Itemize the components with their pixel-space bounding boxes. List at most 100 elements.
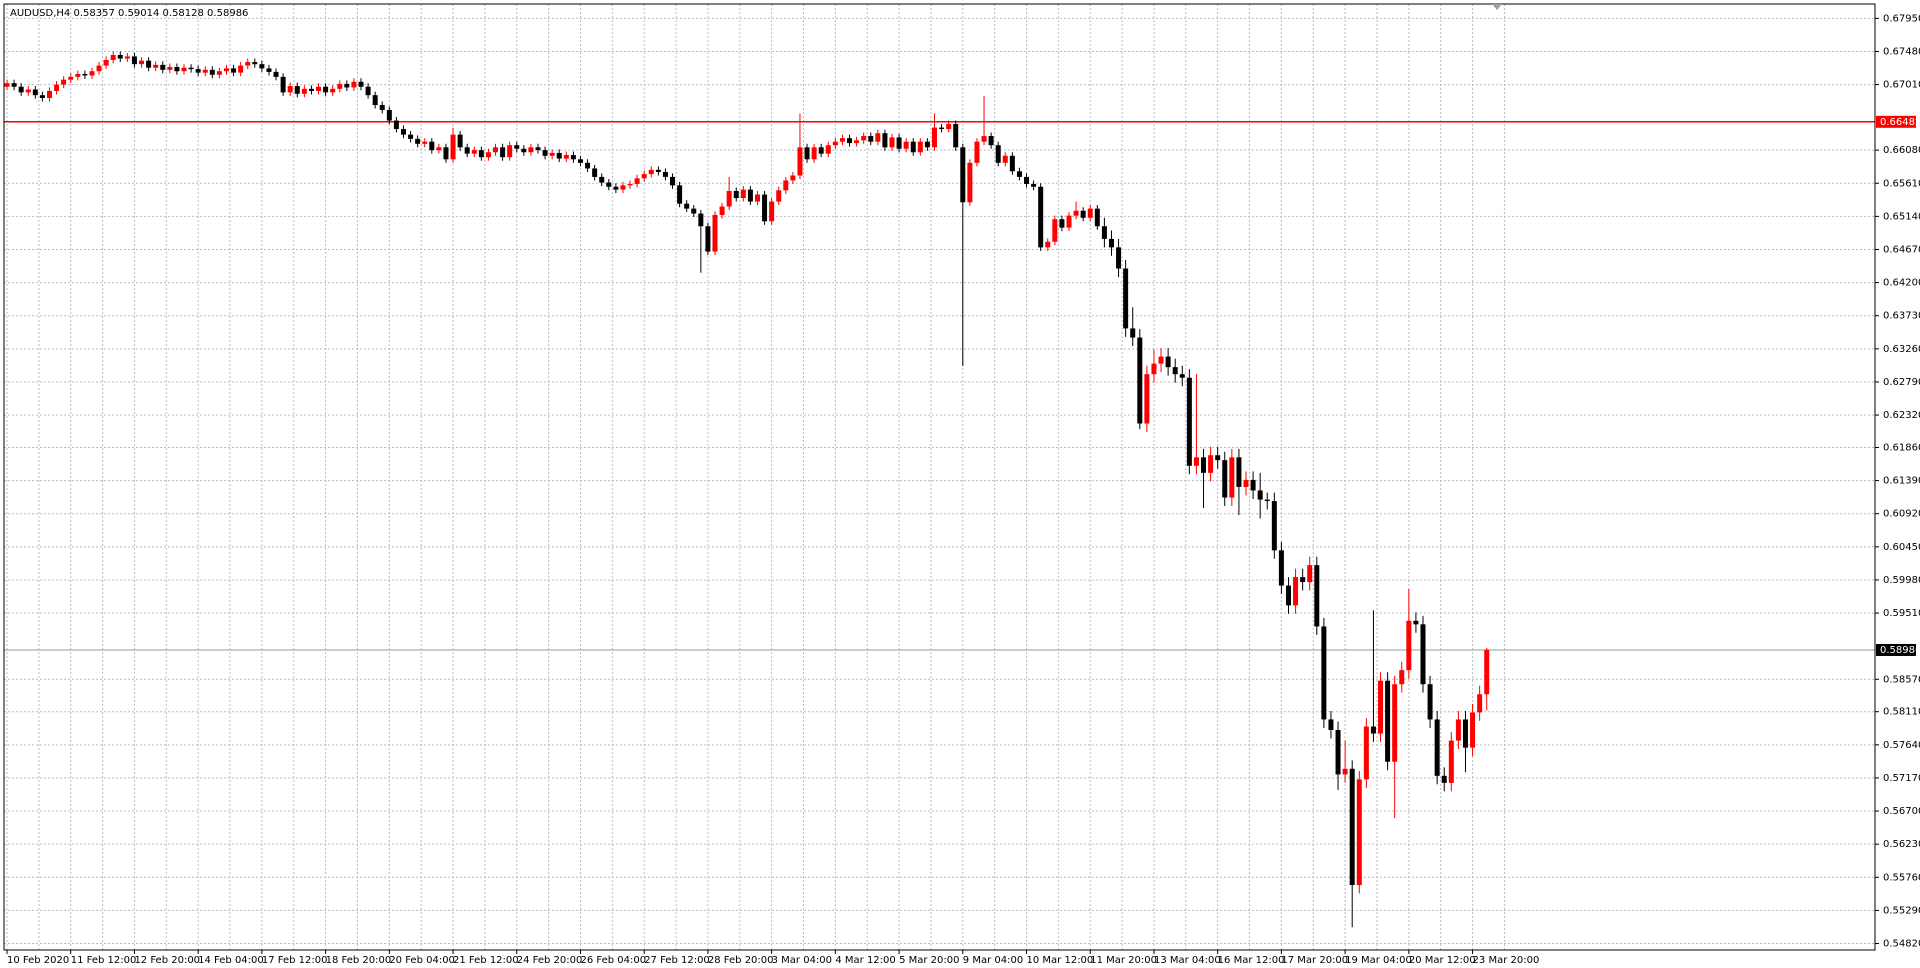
candle-body xyxy=(882,133,888,148)
candle-body xyxy=(1158,356,1164,364)
candle-body xyxy=(1413,620,1419,625)
candle-body xyxy=(1399,670,1405,685)
candle-body xyxy=(471,150,477,154)
candle-body xyxy=(1392,684,1398,762)
candle-body xyxy=(1477,694,1483,713)
candle-body xyxy=(1066,215,1072,228)
candle-body xyxy=(1094,208,1100,227)
price-level-label: 0.66482 xyxy=(1880,117,1920,128)
candle-body xyxy=(1349,768,1355,886)
candle-body xyxy=(1080,210,1086,218)
candle-body xyxy=(287,86,293,93)
candle-body xyxy=(917,141,923,153)
x-tick-label: 16 Mar 12:00 xyxy=(1218,955,1285,966)
candle-body xyxy=(450,134,456,160)
candle-body xyxy=(924,141,930,148)
candle-body xyxy=(1101,226,1107,239)
candle-body xyxy=(400,128,406,135)
candle-body xyxy=(1215,455,1221,461)
candle-body xyxy=(1484,649,1490,695)
candle-body xyxy=(457,134,463,148)
candle-body xyxy=(1448,740,1454,783)
candle-body xyxy=(429,141,435,151)
candle-body xyxy=(330,88,336,93)
candle-body xyxy=(705,226,711,252)
candle-body xyxy=(393,120,399,129)
x-tick-label: 5 Mar 20:00 xyxy=(899,955,959,966)
candle-body xyxy=(415,138,421,144)
candle-body xyxy=(96,65,102,72)
candle-body xyxy=(953,124,959,148)
candle-body xyxy=(223,68,229,72)
candle-body xyxy=(514,145,520,149)
candle-body xyxy=(747,189,753,202)
candle-body xyxy=(493,147,499,153)
x-tick-label: 18 Feb 20:00 xyxy=(326,955,392,966)
candle-body xyxy=(1201,457,1207,473)
candle-body xyxy=(740,189,746,199)
candle-body xyxy=(139,60,145,65)
candle-body xyxy=(556,152,562,159)
candle-body xyxy=(252,62,258,65)
candle-body xyxy=(606,182,612,187)
candle-body xyxy=(301,88,307,94)
candle-body xyxy=(386,109,392,121)
candle-body xyxy=(485,152,491,158)
candle-body xyxy=(854,140,860,144)
candle-body xyxy=(825,145,831,154)
candle-body xyxy=(868,136,874,142)
x-tick-label: 17 Mar 20:00 xyxy=(1281,955,1348,966)
candle-body xyxy=(1406,620,1412,671)
candle-body xyxy=(776,190,782,202)
candle-body xyxy=(507,145,513,158)
x-tick-label: 10 Feb 2020 xyxy=(7,955,69,966)
candle-body xyxy=(712,214,718,252)
candle-body xyxy=(1293,577,1299,606)
candle-body xyxy=(1427,684,1433,720)
chart-title: AUDUSD,H4 0.58357 0.59014 0.58128 0.5898… xyxy=(10,8,248,19)
candle-body xyxy=(698,213,704,227)
candle-body xyxy=(1130,328,1136,338)
candle-body xyxy=(273,71,279,77)
price-level-box xyxy=(1876,115,1916,128)
candle-body xyxy=(379,105,385,110)
x-tick-label: 9 Mar 04:00 xyxy=(963,955,1023,966)
x-tick-label: 10 Mar 12:00 xyxy=(1027,955,1094,966)
candle-body xyxy=(1186,377,1192,466)
candle-body xyxy=(1165,356,1171,368)
x-tick-label: 4 Mar 12:00 xyxy=(835,955,895,966)
candle-body xyxy=(613,186,619,190)
candle-body xyxy=(89,71,95,76)
candle-body xyxy=(1193,457,1199,466)
candle-body xyxy=(1314,565,1320,627)
candle-body xyxy=(733,191,739,199)
candle-body xyxy=(1024,176,1030,184)
candle-body xyxy=(931,127,937,148)
candle-body xyxy=(1087,208,1093,218)
candle-body xyxy=(32,89,38,96)
candle-body xyxy=(372,95,378,106)
candle-body xyxy=(549,152,555,156)
candle-body xyxy=(422,141,428,144)
candle-body xyxy=(18,86,24,93)
candle-body xyxy=(861,136,867,141)
candle-body xyxy=(939,127,945,129)
candle-body xyxy=(1116,247,1122,269)
candle-body xyxy=(1009,155,1015,172)
candle-body xyxy=(974,141,980,163)
candle-body xyxy=(988,136,994,146)
candle-body xyxy=(1123,268,1129,329)
candle-body xyxy=(117,55,123,59)
candle-body xyxy=(188,67,194,70)
candle-body xyxy=(478,150,484,158)
candle-body xyxy=(655,169,661,172)
